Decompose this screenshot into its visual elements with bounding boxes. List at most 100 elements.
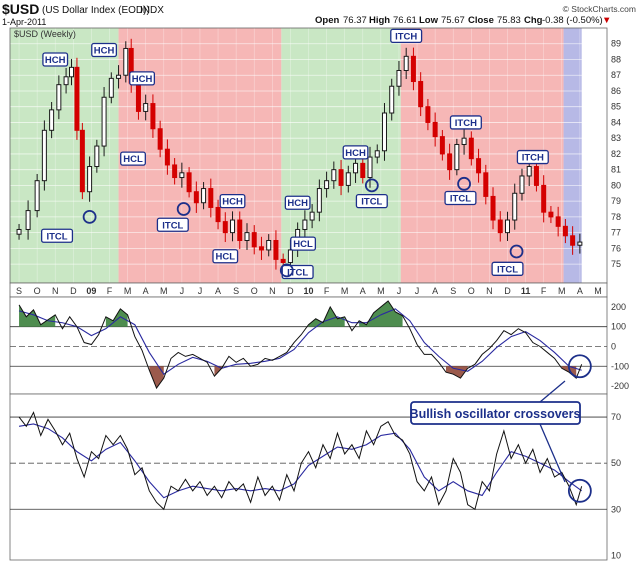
candle-body-7 <box>69 66 75 78</box>
rsi-fast-line <box>18 411 583 511</box>
pattern-label-10: HCL <box>290 236 317 251</box>
pattern-label-1: ITCL <box>40 228 74 243</box>
low-label: Low <box>419 15 439 26</box>
candle-body-23 <box>179 172 185 179</box>
month-label-29: F <box>541 286 547 296</box>
candle-body-50 <box>374 150 380 158</box>
candle-body-38 <box>287 249 293 264</box>
price-tick-86: 86 <box>611 86 621 96</box>
month-label-2: N <box>52 286 59 296</box>
cci-tick-0: 0 <box>611 341 616 351</box>
candle-body-58 <box>432 121 438 138</box>
pattern-label-5: ITCL <box>156 217 189 232</box>
pattern-label-box-13 <box>390 28 423 44</box>
candle-body-21 <box>164 148 170 166</box>
candle-body-75 <box>555 216 561 227</box>
pattern-label-box-5 <box>156 217 189 232</box>
ohlc-readout: Open 76.37 High 76.61 Low 75.67 Close 75… <box>315 15 611 26</box>
candle-body-51 <box>381 112 387 152</box>
price-tick-87: 87 <box>611 70 621 80</box>
low-value: 75.67 <box>441 15 465 26</box>
pattern-label-box-1 <box>40 228 74 243</box>
candle-body-77 <box>570 235 576 246</box>
pattern-label-text-2: HCH <box>94 46 115 57</box>
price-zones <box>10 28 582 283</box>
candle-body-3 <box>41 129 47 182</box>
candle-body-72 <box>533 166 539 186</box>
candle-body-64 <box>476 158 482 174</box>
candle-body-14 <box>116 74 122 79</box>
highlight-circle-osc2-7 <box>567 478 592 503</box>
pattern-label-text-4: HCL <box>123 154 143 165</box>
pattern-label-4: HCL <box>120 151 146 166</box>
pattern-label-15: ITCL <box>444 190 477 206</box>
candle-body-53 <box>396 70 402 87</box>
candle-body-35 <box>266 240 272 251</box>
highlight-circle-price-2 <box>279 263 294 278</box>
pattern-label-box-17 <box>516 149 549 165</box>
price-tick-83: 83 <box>611 133 621 143</box>
cci-tick--100: -100 <box>611 361 629 371</box>
month-axis: S O N D 09 F M A M J J A S O N D 10 F M A M J J A S O N D 11 F M A M <box>16 286 602 296</box>
candle-body-78 <box>577 241 583 246</box>
price-tick-78: 78 <box>611 212 621 222</box>
candle-body-60 <box>447 153 453 171</box>
cci-content <box>10 300 607 390</box>
candle-body-66 <box>490 195 496 221</box>
pattern-label-box-3 <box>129 71 156 86</box>
candle-body-43 <box>324 180 330 190</box>
candle-body-5 <box>56 84 62 111</box>
pattern-label-text-17: ITCH <box>522 153 544 164</box>
price-tick-81: 81 <box>611 165 621 175</box>
pattern-label-13: ITCH <box>390 28 423 44</box>
cci-slow-line <box>18 308 582 375</box>
annotation-callout: Bullish oscillator crossovers <box>410 380 581 483</box>
candle-body-8 <box>74 66 80 131</box>
candle-body-45 <box>338 169 344 186</box>
cci-tick--200: -200 <box>611 381 629 391</box>
price-candles <box>16 38 583 273</box>
chg-label: Chg <box>524 15 543 26</box>
month-label-17: F <box>324 286 330 296</box>
candle-body-33 <box>251 232 257 248</box>
pattern-label-text-16: ITCL <box>497 264 518 275</box>
pattern-label-text-10: HCL <box>293 239 313 250</box>
candle-body-20 <box>157 128 163 150</box>
candle-body-42 <box>316 188 322 213</box>
month-label-10: J <box>198 286 203 296</box>
month-label-12: S <box>233 286 239 296</box>
rsi-tick-50: 50 <box>611 458 621 468</box>
month-label-31: A <box>577 286 583 296</box>
month-label-4: 09 <box>86 286 96 296</box>
month-label-13: O <box>251 286 258 296</box>
candle-body-27 <box>208 188 214 208</box>
candle-body-57 <box>425 106 431 123</box>
rsi-panel: 70 50 30 10 <box>9 393 621 561</box>
cci-overbought-fill-3 <box>308 306 345 327</box>
highlight-circles <box>82 176 592 503</box>
candle-body-40 <box>302 219 308 230</box>
open-value: 76.37 <box>343 15 367 26</box>
month-label-23: A <box>432 286 438 296</box>
candle-body-18 <box>143 103 149 112</box>
month-label-19: A <box>360 286 366 296</box>
month-label-22: J <box>415 286 420 296</box>
price-tick-85: 85 <box>611 102 621 112</box>
candle-body-76 <box>562 225 568 237</box>
month-label-6: M <box>124 286 132 296</box>
candle-body-54 <box>403 55 409 71</box>
pattern-label-text-5: ITCL <box>162 220 183 231</box>
month-label-25: O <box>468 286 475 296</box>
price-tick-80: 80 <box>611 180 621 190</box>
month-label-1: O <box>34 286 41 296</box>
month-label-16: 10 <box>303 286 313 296</box>
price-tick-79: 79 <box>611 196 621 206</box>
month-label-5: F <box>107 286 113 296</box>
candle-body-70 <box>519 175 525 194</box>
month-label-7: A <box>143 286 149 296</box>
pattern-label-text-7: HCL <box>216 252 236 263</box>
candle-body-44 <box>331 169 337 182</box>
date-label: 1-Apr-2011 <box>2 17 46 27</box>
candle-body-19 <box>150 103 156 130</box>
pattern-label-box-12 <box>355 193 388 209</box>
